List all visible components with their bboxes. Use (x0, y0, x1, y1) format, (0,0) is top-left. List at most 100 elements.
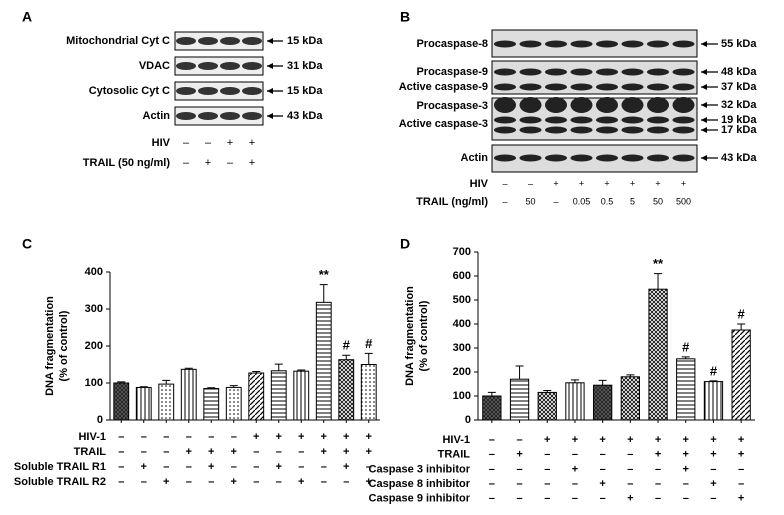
band (596, 116, 618, 124)
condition-sign: – (553, 196, 558, 206)
condition-sign: + (710, 478, 716, 490)
condition-label: TRAIL (ng/ml) (416, 196, 488, 208)
band (621, 40, 644, 48)
bar (113, 382, 130, 421)
bar (620, 376, 640, 421)
bar (565, 382, 585, 421)
arrow-head (267, 113, 273, 119)
row-label: Procaspase-8 (416, 38, 488, 50)
condition-sign: + (186, 446, 192, 458)
band (672, 126, 695, 134)
band (647, 83, 669, 91)
y-tick-label: 200 (453, 366, 471, 378)
band (647, 116, 669, 124)
condition-sign: 50 (653, 196, 663, 206)
arrow-head (701, 41, 707, 47)
condition-sign: – (710, 463, 716, 475)
condition-sign: + (366, 476, 372, 488)
error-bar (229, 385, 238, 388)
condition-sign: + (298, 431, 304, 443)
arrow-head (701, 155, 707, 161)
condition-label: Soluble TRAIL R1 (14, 461, 106, 473)
condition-sign: + (572, 434, 578, 446)
significance-mark: # (710, 363, 718, 378)
kda-label: 43 kDa (721, 152, 757, 164)
band (570, 116, 593, 124)
bar (135, 386, 152, 421)
condition-sign: – (186, 476, 192, 488)
band (570, 126, 593, 134)
band (519, 97, 542, 113)
band (596, 40, 618, 48)
band (519, 154, 542, 162)
row-label: VDAC (139, 60, 170, 72)
blot (174, 56, 264, 76)
significance-mark: ** (653, 256, 664, 271)
y-tick-label: 400 (453, 318, 471, 330)
condition-sign: – (516, 463, 522, 475)
condition-sign: + (544, 434, 550, 446)
condition-sign: – (231, 431, 237, 443)
band (494, 97, 516, 113)
error-bar (297, 369, 306, 372)
condition-sign: – (683, 493, 689, 505)
band (242, 112, 262, 120)
kda-label: 43 kDa (287, 110, 323, 122)
band (672, 154, 695, 162)
band (621, 126, 644, 134)
panel-letter: D (400, 236, 410, 252)
condition-sign: – (738, 478, 744, 490)
kda-label: 48 kDa (721, 66, 757, 78)
condition-sign: – (655, 478, 661, 490)
condition-sign: – (118, 431, 124, 443)
band (545, 116, 567, 124)
band (570, 68, 593, 76)
condition-sign: – (516, 493, 522, 505)
condition-sign: – (627, 449, 633, 461)
condition-sign: – (516, 478, 522, 490)
band (570, 40, 593, 48)
condition-sign: + (321, 446, 327, 458)
band (176, 62, 196, 70)
condition-label: HIV-1 (78, 431, 106, 443)
band (519, 68, 542, 76)
kda-label: 55 kDa (721, 38, 757, 50)
condition-sign: – (186, 431, 192, 443)
row-label: Actin (461, 152, 489, 164)
condition-sign: – (298, 461, 304, 473)
row-label: Procaspase-9 (416, 66, 488, 78)
condition-sign: – (208, 431, 214, 443)
band (545, 68, 567, 76)
band (494, 68, 516, 76)
row-label: Actin (143, 110, 171, 122)
bar (509, 378, 530, 421)
condition-sign: – (502, 178, 507, 188)
bar (537, 391, 557, 421)
condition-label: TRAIL (74, 446, 107, 458)
bar (293, 370, 310, 421)
kda-label: 31 kDa (287, 60, 323, 72)
band (621, 83, 644, 91)
error-bar (543, 389, 552, 393)
condition-sign: + (738, 449, 744, 461)
bar (225, 386, 242, 421)
condition-sign: + (227, 137, 233, 149)
condition-sign: + (655, 434, 661, 446)
bar (248, 372, 265, 421)
y-tick-label: 300 (453, 342, 471, 354)
error-bar (207, 387, 216, 389)
condition-sign: – (298, 446, 304, 458)
condition-sign: + (738, 434, 744, 446)
condition-sign: + (579, 178, 584, 188)
condition-sign: + (249, 137, 255, 149)
condition-label: Caspase 9 inhibitor (369, 493, 471, 505)
error-bar (737, 323, 746, 330)
condition-sign: – (489, 449, 495, 461)
condition-sign: + (655, 449, 661, 461)
condition-sign: + (572, 463, 578, 475)
y-axis-label: DNA fragmentation (44, 296, 56, 396)
condition-sign: – (343, 476, 349, 488)
condition-sign: – (600, 493, 606, 505)
condition-sign: – (183, 157, 190, 169)
condition-sign: + (231, 446, 237, 458)
